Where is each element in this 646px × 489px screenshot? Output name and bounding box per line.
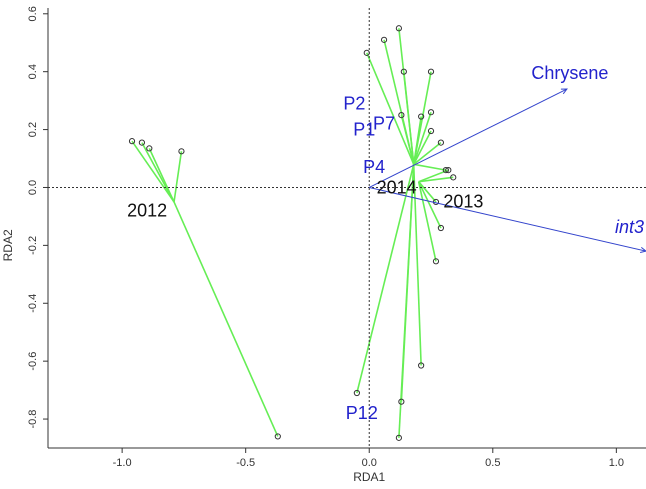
spider-line-2014-6	[412, 116, 422, 165]
site-label-P1: P1	[353, 119, 375, 139]
y-tick-label-3: -0.2	[27, 236, 39, 255]
spider-line-2013-4	[417, 181, 437, 262]
spider-line-2014-12	[398, 164, 415, 438]
site-point-2012-3	[178, 148, 185, 155]
spider-line-2012-2	[148, 148, 175, 203]
spider-line-2014-13	[356, 164, 415, 394]
vector-label-int3: int3	[615, 217, 644, 237]
vector-arrowhead-Chrysene	[560, 88, 568, 95]
spider-line-2012-0	[131, 140, 175, 203]
group-label-2013: 2013	[443, 192, 483, 212]
spider-line-2013-3	[417, 181, 442, 229]
y-tick-label-0: -0.8	[27, 410, 39, 429]
zero-lines	[48, 8, 646, 448]
site-point-2012-1	[138, 139, 146, 146]
site-point-2014-3	[400, 68, 407, 75]
spider-line-2014-10	[413, 163, 446, 171]
spider-line-2012-4	[173, 201, 279, 437]
site-label-P7: P7	[373, 114, 395, 134]
site-point-2013-3	[437, 224, 445, 232]
spider-line-2013-2	[418, 181, 437, 203]
site-point-2014-4	[427, 68, 435, 75]
site-point-2014-9	[437, 139, 445, 146]
axes: -1.0 -0.5 0.0 0.5 1.0 -0.8 -0.6 -0.4 -0.2 0.0 0.2 0…	[27, 6, 646, 469]
site-point-2014-12	[395, 434, 402, 441]
group-label-2012: 2012	[127, 200, 167, 220]
spider-line-2014-9	[413, 141, 442, 165]
spider-line-2012-3	[173, 151, 183, 203]
x-axis-title: RDA1	[353, 470, 385, 484]
site-label-P12: P12	[346, 403, 378, 423]
site-point-2013-0	[445, 167, 452, 174]
vector-line-Chrysene	[369, 88, 568, 188]
spider-line-2013-0	[418, 169, 449, 183]
site-point-2012-0	[128, 138, 136, 145]
vector-label-Chrysene: Chrysene	[531, 63, 608, 83]
spider-line-2014-5	[400, 114, 415, 165]
spider-line-2013-1	[418, 176, 454, 183]
site-point-2012-4	[274, 433, 281, 440]
x-tick-label-1: -0.5	[236, 457, 255, 469]
site-label-P4: P4	[363, 157, 385, 177]
x-tick-label-2: 0.0	[362, 457, 377, 469]
site-point-2012-2	[146, 145, 153, 152]
spider-lines	[131, 28, 454, 438]
y-axis-title: RDA2	[1, 229, 15, 261]
spider-line-2014-0	[366, 52, 415, 165]
site-point-2014-6	[418, 113, 425, 120]
site-point-2013-4	[432, 258, 440, 265]
x-tick-label-0: -1.0	[113, 457, 132, 469]
y-tick-label-4: 0.0	[27, 180, 39, 195]
site-point-2014-10	[442, 167, 449, 174]
x-tick-label-4: 1.0	[609, 457, 624, 469]
spider-line-2014-3	[403, 71, 415, 165]
site-point-2014-13	[353, 389, 360, 397]
site-point-2014-7	[427, 109, 435, 116]
spider-line-2014-8	[413, 130, 432, 165]
site-point-2014-11	[398, 398, 405, 405]
site-point-2014-0	[363, 49, 370, 56]
site-label-P2: P2	[343, 93, 365, 113]
site-point-2014-5	[398, 112, 405, 119]
group-label-2014: 2014	[377, 177, 417, 197]
site-point-2014-2	[395, 25, 402, 32]
site-point-2014-8	[427, 127, 435, 135]
vector-arrowhead-int3	[640, 247, 646, 253]
environmental-vectors	[369, 88, 646, 253]
site-point-2014-1	[380, 36, 388, 43]
y-tick-label-6: 0.4	[27, 64, 39, 79]
site-point-2013-1	[450, 174, 457, 181]
site-point-2014-14	[418, 362, 425, 369]
y-tick-label-7: 0.6	[27, 6, 39, 21]
y-tick-label-5: 0.2	[27, 122, 39, 137]
y-tick-label-1: -0.6	[27, 352, 39, 371]
vector-line-int3	[369, 186, 646, 252]
site-points	[128, 25, 457, 441]
x-tick-label-3: 0.5	[485, 457, 500, 469]
y-tick-label-2: -0.4	[27, 294, 39, 313]
spider-line-2014-7	[412, 111, 432, 165]
